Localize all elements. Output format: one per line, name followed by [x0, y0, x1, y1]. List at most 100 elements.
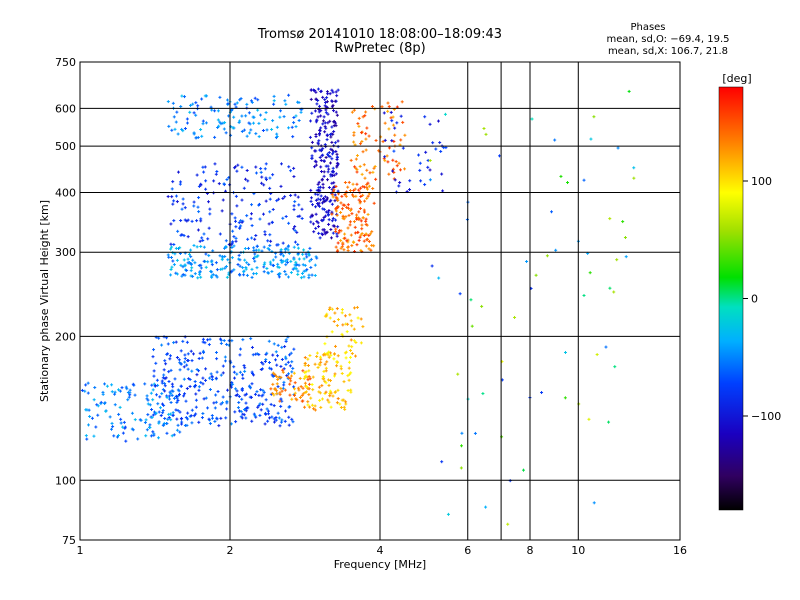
data-point	[280, 345, 284, 349]
data-point	[340, 308, 344, 312]
data-point	[340, 207, 344, 211]
data-point	[305, 268, 309, 272]
data-point	[241, 373, 245, 377]
data-point	[287, 415, 291, 419]
data-point	[272, 420, 276, 424]
data-point	[318, 104, 322, 108]
data-point	[246, 237, 250, 241]
data-point	[366, 181, 370, 185]
data-point	[208, 422, 212, 426]
data-point	[223, 121, 227, 125]
data-point	[232, 268, 236, 272]
data-point	[346, 322, 350, 326]
data-point	[293, 200, 297, 204]
data-point	[176, 388, 180, 392]
data-point	[294, 125, 298, 129]
data-point	[219, 402, 223, 406]
data-point	[298, 395, 302, 399]
data-point	[326, 196, 330, 200]
data-point	[204, 187, 208, 191]
data-point	[173, 252, 177, 256]
data-point	[282, 367, 286, 371]
data-point	[359, 219, 363, 223]
data-point	[301, 252, 305, 256]
data-point	[257, 135, 261, 139]
data-point	[322, 369, 326, 373]
data-point	[283, 388, 287, 392]
data-point	[252, 272, 256, 276]
data-point	[287, 165, 291, 169]
data-point	[310, 156, 314, 160]
data-point	[146, 402, 150, 406]
data-point	[130, 411, 134, 415]
data-point	[294, 397, 298, 401]
data-point	[284, 409, 288, 413]
data-point	[183, 357, 187, 361]
data-point	[277, 416, 281, 420]
data-point	[113, 390, 117, 394]
data-point	[182, 377, 186, 381]
data-point	[260, 175, 264, 179]
data-point	[329, 236, 333, 240]
data-point	[180, 207, 184, 211]
data-point	[230, 339, 234, 343]
data-point	[347, 344, 351, 348]
data-point	[320, 219, 324, 223]
data-point	[252, 246, 256, 250]
data-point	[566, 181, 570, 185]
data-point	[300, 216, 304, 220]
data-point	[360, 139, 364, 143]
data-point	[233, 376, 237, 380]
data-point	[262, 270, 266, 274]
data-point	[88, 414, 92, 418]
data-point	[163, 384, 167, 388]
data-point	[236, 263, 240, 267]
data-point	[176, 398, 180, 402]
data-point	[201, 119, 205, 123]
data-point	[360, 172, 364, 176]
data-point	[202, 259, 206, 263]
data-point	[356, 230, 360, 234]
data-point	[221, 198, 225, 202]
data-point	[345, 239, 349, 243]
data-point	[358, 164, 362, 168]
data-point	[317, 128, 321, 132]
data-point	[386, 109, 390, 113]
data-point	[148, 423, 152, 427]
data-point	[242, 128, 246, 132]
data-point	[324, 108, 328, 112]
data-point	[172, 219, 176, 223]
data-point	[360, 227, 364, 231]
data-point	[319, 198, 323, 202]
data-point	[265, 266, 269, 270]
data-point	[339, 239, 343, 243]
data-point	[193, 380, 197, 384]
data-point	[281, 216, 285, 220]
data-point	[170, 389, 174, 393]
data-point	[169, 354, 173, 358]
data-point	[172, 115, 176, 119]
data-point	[325, 100, 329, 104]
data-point	[296, 243, 300, 247]
data-point	[136, 437, 140, 441]
data-point	[334, 121, 338, 125]
data-point	[294, 260, 298, 264]
data-point	[238, 370, 242, 374]
data-point	[424, 150, 428, 154]
data-point	[332, 357, 336, 361]
data-point	[177, 392, 181, 396]
x-tick-label-1: 2	[227, 544, 234, 557]
data-point	[167, 416, 171, 420]
data-point	[325, 96, 329, 100]
colorbar-tick-label-2: −100	[751, 410, 781, 423]
data-point	[348, 223, 352, 227]
data-point	[330, 330, 334, 334]
data-point	[170, 393, 174, 397]
data-point	[194, 405, 198, 409]
data-point	[103, 382, 107, 386]
data-point	[169, 267, 173, 271]
data-point	[390, 119, 394, 123]
data-point	[171, 413, 175, 417]
x-tick-label-0: 1	[77, 544, 84, 557]
data-point	[357, 238, 361, 242]
